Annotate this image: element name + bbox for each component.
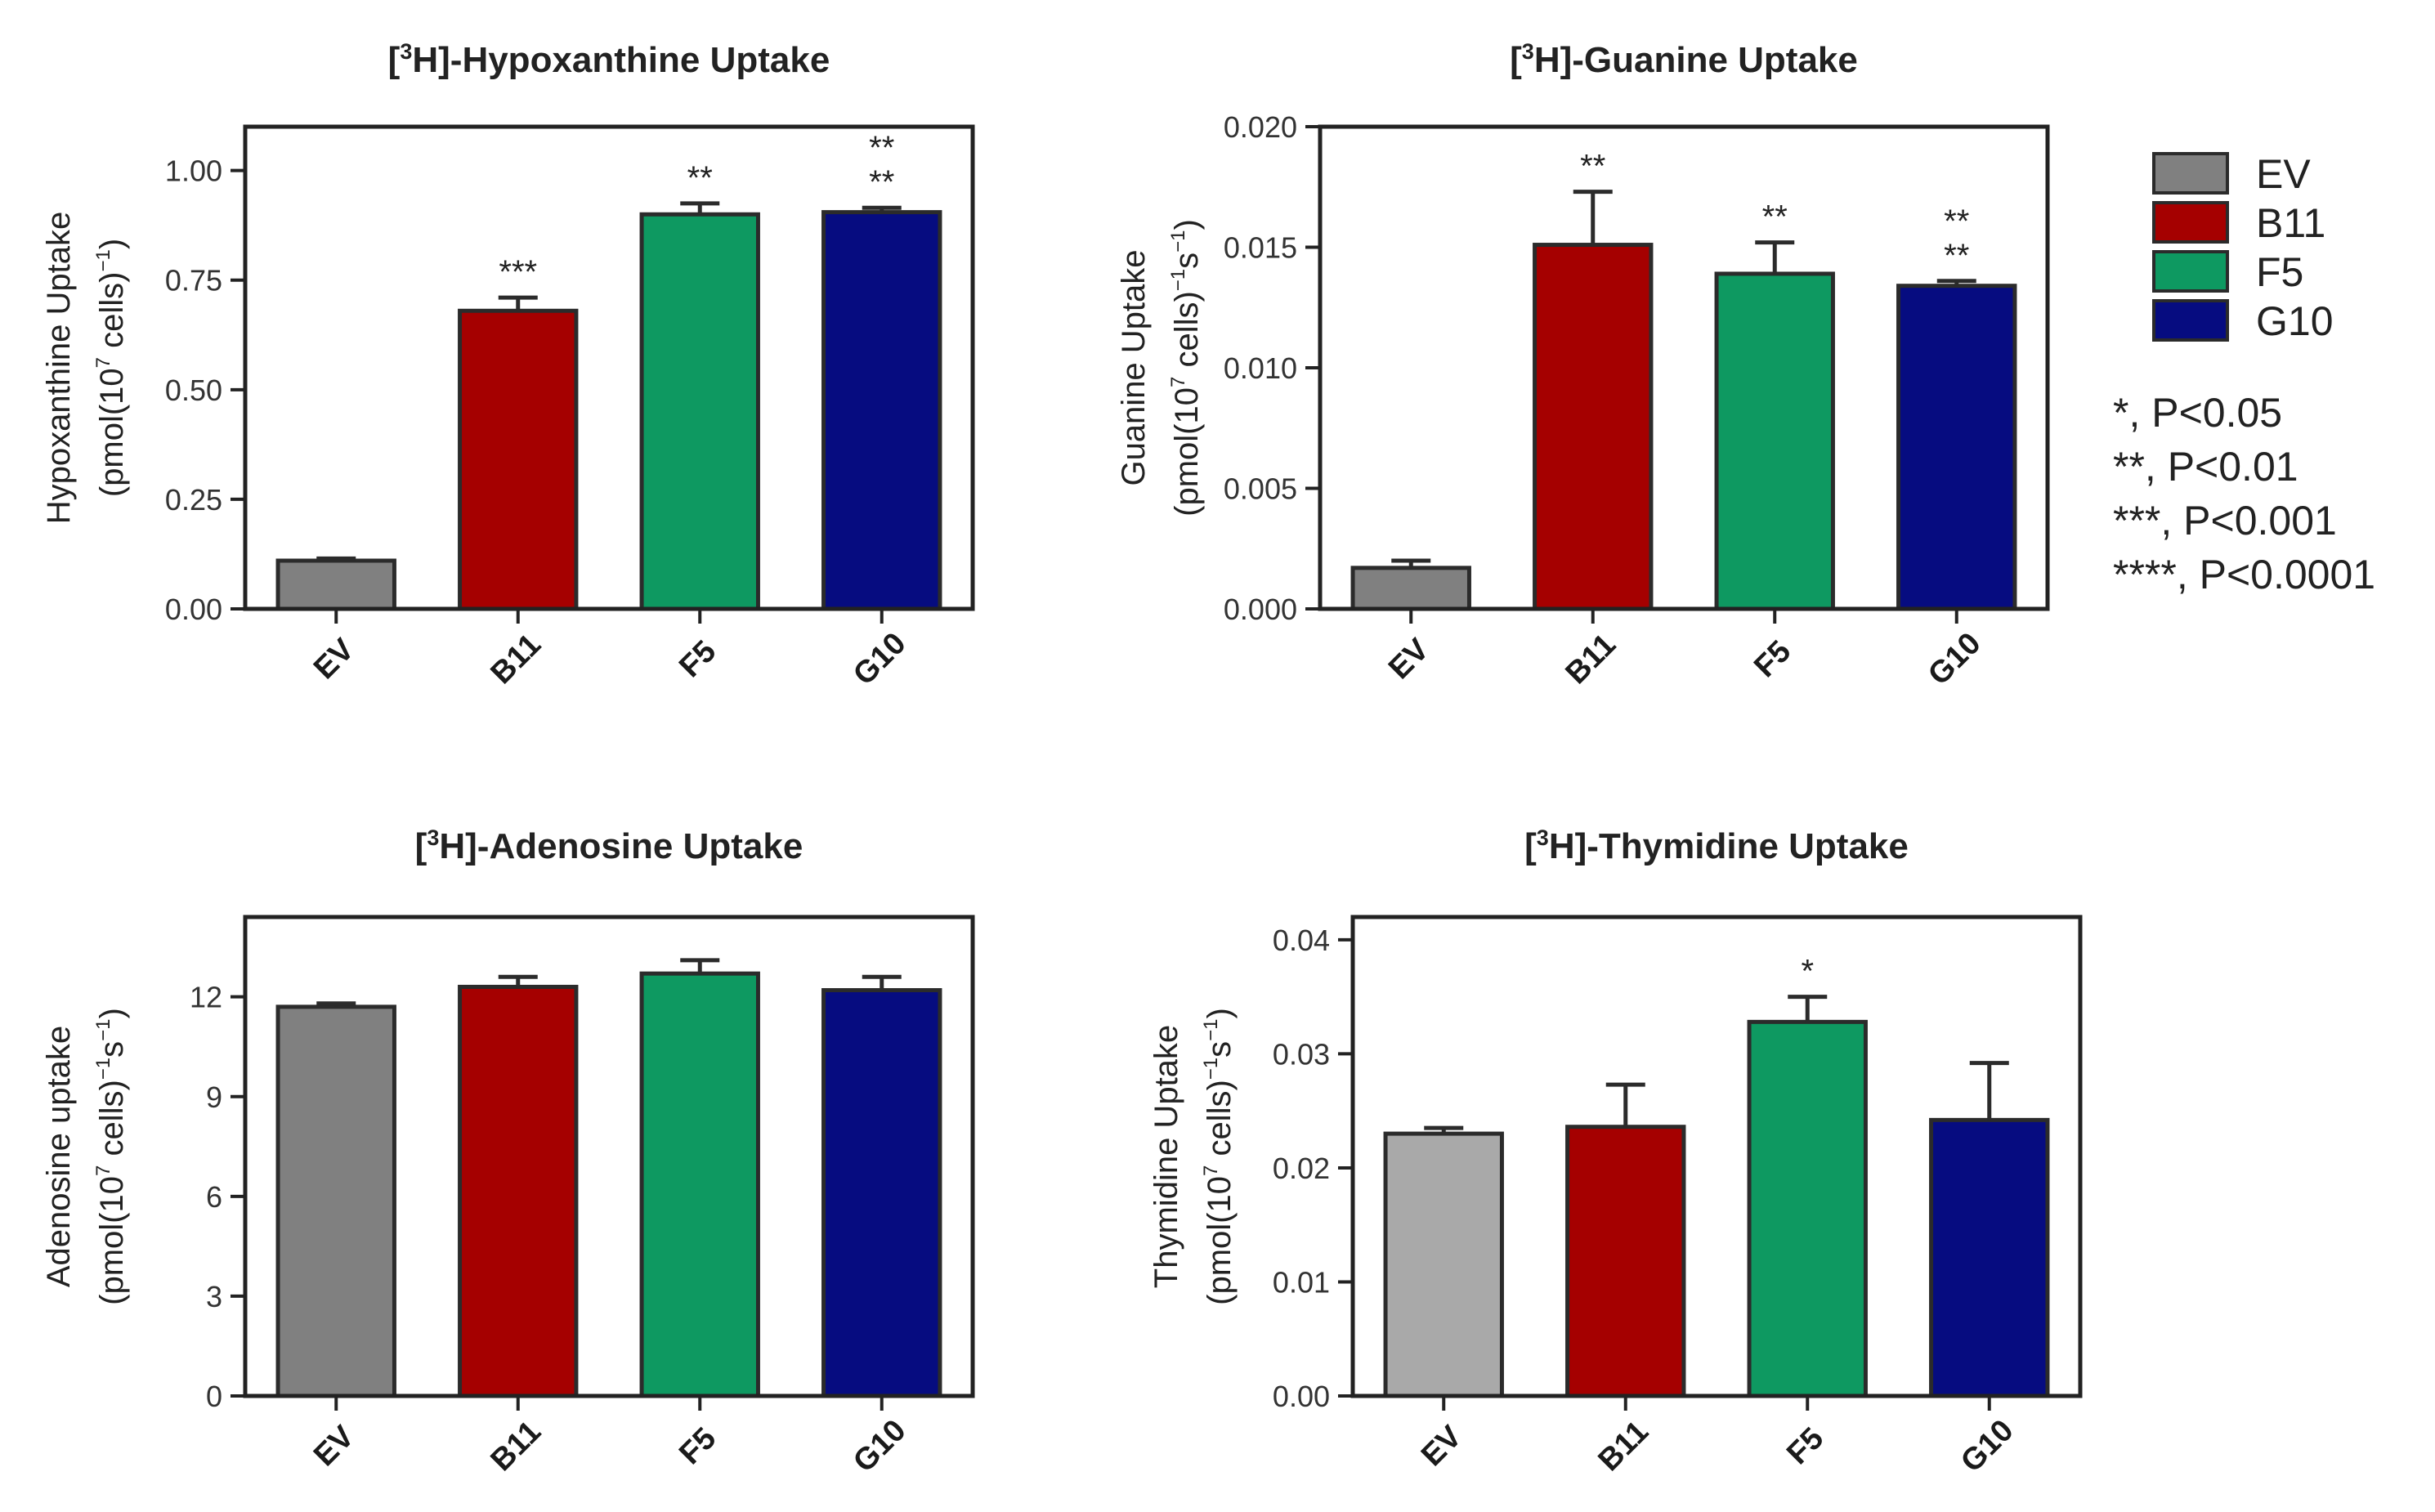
category-label: B11: [1592, 1415, 1656, 1478]
chart-title: [3H]-Adenosine Uptake: [415, 825, 803, 866]
chart-panel-4: [3H]-Thymidine Uptake EV B11 * F5 G10 0.00 0.01…: [1148, 825, 2083, 1479]
y-tick-label: 0.015: [1224, 231, 1297, 265]
chart-panel-3: [3H]-Adenosine Uptake EV B11 F5 G10 0 3 6 9 12 Ade…: [41, 825, 975, 1479]
bar-ev: [275, 1004, 396, 1398]
y-tick-label: 9: [206, 1080, 222, 1114]
bar-g10: [821, 210, 942, 611]
legend-swatch-ev: [2152, 152, 2229, 195]
y-tick-label: 0.75: [165, 264, 222, 297]
significance-label: **: [1580, 149, 1605, 185]
significance-label: **: [1944, 204, 1969, 239]
y-tick-label: 0: [206, 1380, 222, 1413]
legend-label-b11: B11: [2256, 200, 2325, 246]
y-tick-label: 3: [206, 1280, 222, 1313]
category-label: B11: [485, 1415, 548, 1478]
y-tick-label: 12: [190, 981, 222, 1014]
y-tick-label: 0.000: [1224, 593, 1297, 626]
category-label: EV: [307, 1419, 361, 1473]
bar-g10: [821, 988, 942, 1398]
category-label: EV: [307, 632, 361, 686]
significance-label: **: [1944, 238, 1969, 274]
category-label: F5: [1780, 1421, 1830, 1471]
y-axis-unit-label: (pmol(107 cells)−1): [92, 239, 130, 497]
significance-label: **: [869, 130, 894, 166]
y-tick-label: 0.00: [165, 593, 222, 626]
y-tick-label: 6: [206, 1180, 222, 1214]
category-label: EV: [1415, 1419, 1469, 1473]
plot-frame: [243, 124, 975, 611]
significance-key-item: **, P<0.01: [2113, 444, 2298, 490]
y-tick-label: 0.020: [1224, 110, 1297, 144]
significance-label: *: [1801, 954, 1814, 990]
significance-key-item: ****, P<0.0001: [2113, 552, 2375, 597]
category-label: F5: [673, 1421, 723, 1471]
y-axis-label: Adenosine uptake: [41, 1026, 77, 1287]
legend-swatch-g10: [2152, 299, 2229, 342]
bar-g10: [1896, 284, 2017, 611]
chart-panel-1: [3H]-Hypoxanthine UptakeEV***B11**F5****…: [41, 39, 975, 692]
plot-frame: [243, 915, 975, 1398]
bar-f5: [639, 212, 760, 611]
bar-b11: [458, 984, 579, 1398]
category-label: EV: [1382, 632, 1436, 686]
bar-f5: [639, 971, 760, 1398]
legend-label-g10: G10: [2256, 298, 2334, 344]
significance-label: **: [687, 160, 713, 196]
bar-b11: [458, 308, 579, 611]
category-label: F5: [673, 634, 723, 684]
y-axis-label: Thymidine Uptake: [1148, 1025, 1184, 1288]
y-tick-label: 0.04: [1273, 924, 1330, 957]
significance-label: ***: [499, 254, 537, 290]
bar-g10: [1929, 1117, 2050, 1398]
y-tick-label: 0.005: [1224, 472, 1297, 506]
y-tick-label: 1.00: [165, 154, 222, 188]
category-label: G10: [847, 1413, 912, 1478]
chart-title: [3H]-Thymidine Uptake: [1524, 825, 1909, 866]
category-label: G10: [847, 626, 912, 691]
legend-swatch-b11: [2152, 201, 2229, 244]
bar-ev: [1383, 1131, 1504, 1398]
significance-label: **: [869, 164, 894, 200]
bar-ev: [275, 558, 396, 611]
category-label: G10: [1954, 1413, 2020, 1478]
legend-label-f5: F5: [2256, 249, 2303, 295]
y-tick-label: 0.010: [1224, 351, 1297, 385]
chart-panel-2: [3H]-Guanine UptakeEV**B11**F5****G100.0…: [1116, 39, 2050, 692]
y-tick-label: 0.03: [1273, 1037, 1330, 1071]
y-tick-label: 0.50: [165, 374, 222, 407]
y-axis-label: Guanine Uptake: [1116, 249, 1152, 485]
y-axis-unit-label: (pmol(107 cells)−1s−1): [92, 1008, 130, 1305]
category-label: F5: [1748, 634, 1797, 684]
y-axis-unit-label: (pmol(107 cells)−1s−1): [1167, 219, 1205, 517]
significance-key-item: *, P<0.05: [2113, 390, 2282, 436]
bar-ev: [1350, 566, 1471, 611]
chart-title: [3H]-Hypoxanthine Uptake: [388, 39, 830, 80]
significance-label: **: [1762, 199, 1788, 235]
legend-swatch-f5: [2152, 250, 2229, 293]
category-label: B11: [1560, 628, 1623, 691]
bar-f5: [1714, 271, 1835, 611]
bar-f5: [1747, 1019, 1868, 1398]
chart-title: [3H]-Guanine Uptake: [1510, 39, 1858, 80]
bar-b11: [1533, 243, 1654, 611]
y-tick-label: 0.02: [1273, 1152, 1330, 1185]
legend-label-ev: EV: [2256, 151, 2311, 197]
y-tick-label: 0.00: [1273, 1380, 1330, 1413]
y-axis-label: Hypoxanthine Uptake: [41, 212, 77, 524]
y-tick-label: 0.01: [1273, 1265, 1330, 1299]
bar-b11: [1565, 1125, 1686, 1398]
plot-frame: [1350, 915, 2083, 1398]
category-label: B11: [485, 628, 548, 691]
significance-key: *, P<0.05 **, P<0.01 ***, P<0.001 ****, P<0…: [2113, 390, 2375, 597]
significance-key-item: ***, P<0.001: [2113, 498, 2337, 544]
category-label: G10: [1922, 626, 1987, 691]
y-tick-label: 0.25: [165, 483, 222, 517]
y-axis-unit-label: (pmol(107 cells)−1s−1): [1200, 1008, 1238, 1305]
